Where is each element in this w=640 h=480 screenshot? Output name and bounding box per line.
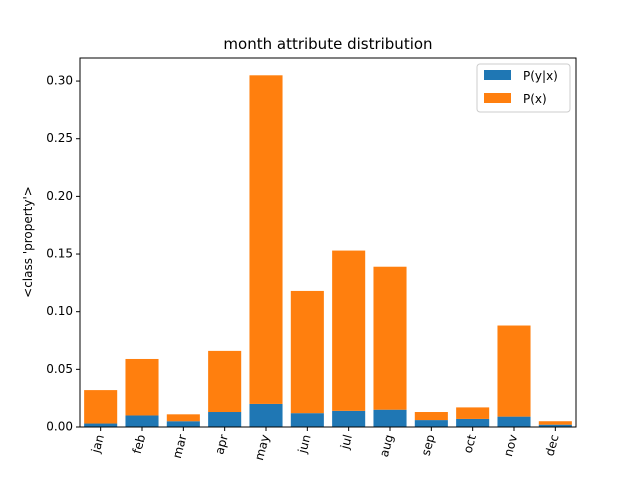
bar-p-y-given-x-feb — [125, 415, 159, 427]
bar-p-y-given-x-aug — [373, 409, 407, 427]
bar-p-y-given-x-dec — [538, 424, 572, 427]
y-tick-label-0.25: 0.25 — [46, 131, 73, 145]
legend-label-p-x: P(x) — [523, 92, 547, 106]
x-tick-label-apr: apr — [212, 433, 231, 456]
bar-p-x-mar — [166, 414, 200, 422]
legend-label-p-y-given-x: P(y|x) — [523, 69, 558, 83]
x-tick-label-jul: jul — [337, 433, 354, 451]
x-tick-label-sep: sep — [419, 433, 438, 457]
bar-p-y-given-x-apr — [208, 412, 242, 427]
bar-p-y-given-x-sep — [414, 420, 448, 427]
x-tick-label-feb: feb — [130, 433, 149, 455]
bar-p-y-given-x-oct — [456, 418, 490, 427]
bar-p-y-given-x-jan — [84, 423, 118, 427]
bar-p-x-oct — [456, 407, 490, 419]
bar-p-x-jun — [290, 290, 324, 414]
bar-p-x-jan — [84, 390, 118, 424]
y-tick-label-0.05: 0.05 — [46, 362, 73, 376]
y-tick-label-0.30: 0.30 — [46, 74, 73, 88]
bar-p-x-aug — [373, 266, 407, 410]
legend-swatch-p-x — [484, 93, 511, 103]
chart-title: month attribute distribution — [223, 35, 432, 53]
bar-p-x-dec — [538, 421, 572, 425]
bar-p-x-may — [249, 75, 283, 404]
x-tick-label-may: may — [252, 433, 272, 462]
x-tick-label-aug: aug — [377, 433, 396, 458]
bar-p-x-apr — [208, 350, 242, 413]
bar-p-x-nov — [497, 325, 531, 417]
legend: P(y|x) P(x) — [476, 63, 571, 113]
x-tick-label-jun: jun — [295, 433, 314, 456]
bar-p-x-jul — [332, 250, 366, 411]
y-tick-label-0.10: 0.10 — [46, 304, 73, 318]
y-tick-label-0.15: 0.15 — [46, 247, 73, 261]
x-tick-label-nov: nov — [501, 433, 520, 458]
bar-p-y-given-x-nov — [497, 416, 531, 427]
x-tick-label-oct: oct — [461, 433, 479, 455]
x-axis: jan feb mar apr may jun jul aug sep oct nov dec — [88, 427, 562, 462]
y-axis-label: <class 'property'> — [21, 186, 35, 298]
x-tick-label-mar: mar — [170, 433, 190, 460]
bar-p-y-given-x-mar — [166, 421, 200, 427]
bar-p-y-given-x-jun — [290, 413, 324, 427]
legend-swatch-p-y-given-x — [484, 70, 511, 80]
bar-p-x-sep — [414, 412, 448, 421]
bars-layer — [84, 75, 572, 427]
y-tick-label-0.00: 0.00 — [46, 420, 73, 434]
y-axis: 0.00 0.05 0.10 0.15 0.20 0.25 0.30 — [46, 74, 80, 434]
bar-p-y-given-x-may — [249, 403, 283, 427]
x-tick-label-dec: dec — [542, 433, 561, 457]
plot-frame — [79, 57, 577, 428]
x-tick-label-jan: jan — [88, 433, 107, 455]
bar-p-y-given-x-jul — [332, 410, 366, 427]
y-tick-label-0.20: 0.20 — [46, 189, 73, 203]
bar-p-x-feb — [125, 358, 159, 416]
